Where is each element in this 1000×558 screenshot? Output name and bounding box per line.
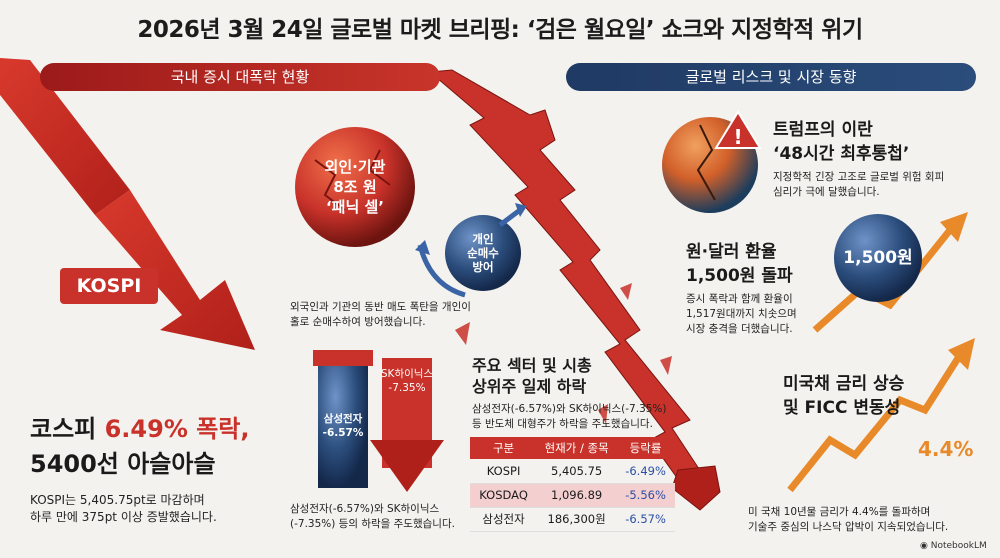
table-cell: -6.57% [616,507,675,532]
headline-line2: 5400선 아슬아슬 [30,450,216,478]
sector-title-line1: 주요 섹터 및 시총 [472,356,592,375]
trump-desc-line2: 심리가 극에 달했습니다. [773,186,880,198]
global-banner: 글로벌 리스크 및 시장 동향 [566,63,976,91]
bond-description: 미 국채 10년물 금리가 4.4%를 돌파하며 기술주 중심의 나스닥 압박이… [748,505,948,535]
samsung-bar [313,350,373,488]
retail-line1: 개인 [472,232,494,246]
domestic-banner: 국내 증시 대폭락 현황 [40,63,440,91]
samsung-label-name: 삼성전자 [323,413,363,425]
bond-title-line1: 미국채 금리 상승 [783,374,905,394]
table-header-row: 구분 현재가 / 종목 등락률 [470,437,675,459]
kospi-badge: KOSPI [60,268,158,304]
table-header-cell: 현재가 / 종목 [537,437,617,459]
hynix-bar [370,358,444,492]
bond-desc-line1: 미 국채 10년물 금리가 4.4%를 돌파하며 [748,506,931,518]
sector-desc-line1: 삼성전자(-6.57%)와 SK하이닉스(-7.35%) [472,403,667,415]
table-row: 삼성전자 186,300원 -6.57% [470,507,675,532]
fx-desc-line1: 증시 폭락과 함께 환율이 [686,293,793,305]
svg-text:!: ! [733,125,742,149]
bars-caption-line2: (-7.35%) 등의 하락을 주도했습니다. [290,518,455,530]
notebook-logo-icon: ◉ [920,541,928,551]
sector-title: 주요 섹터 및 시총 상위주 일제 하락 [472,355,592,397]
shards [455,212,672,424]
page-title: 2026년 3월 24일 글로벌 마켓 브리핑: ‘검은 월요일’ 쇼크와 지정… [137,17,863,43]
retail-caption-line1: 외국인과 기관의 동반 매도 폭탄을 개인이 [290,301,471,313]
table-row: KOSPI 5,405.75 -6.49% [470,459,675,484]
retail-caption-line2: 홀로 순매수하여 방어했습니다. [290,316,426,328]
panic-line2: 8조 원 [333,178,377,196]
retail-defense-sphere [445,215,521,291]
bars-caption: 삼성전자(-6.57%)와 SK하이닉스 (-7.35%) 등의 하락을 주도했… [290,502,455,532]
table-row: KOSDAQ 1,096.89 -5.56% [470,483,675,508]
hynix-bar-label: SK하이닉스 -7.35% [376,367,438,395]
panic-line3: ‘패닉 셀’ [325,198,385,216]
kospi-crash-arrow [0,58,255,350]
bond-title: 미국채 금리 상승 및 FICC 변동성 [783,372,904,420]
samsung-bar-label: 삼성전자 -6.57% [313,412,373,440]
sector-desc-line2: 등 반도체 대형주가 하락을 주도했습니다. [472,418,653,430]
kospi-headline: 코스피 6.49% 폭락, 5400선 아슬아슬 [30,412,250,482]
hynix-label-name: SK하이닉스 [380,368,434,380]
panic-sell-sphere [295,127,415,247]
fx-title-line1: 원·달러 환율 [686,242,777,262]
table-cell: KOSDAQ [470,483,538,508]
trump-title: 트럼프의 이란 ‘48시간 최후통첩’ [773,118,909,166]
sector-title-line2: 상위주 일제 하락 [472,377,587,396]
bond-desc-line2: 기술주 중심의 나스닥 압박이 지속되었습니다. [748,521,949,533]
table-cell: -6.49% [616,459,675,484]
hynix-label-pct: -7.35% [388,382,426,394]
samsung-label-pct: -6.57% [322,427,364,439]
trump-description: 지정학적 긴장 고조로 글로벌 위험 회피 심리가 극에 달했습니다. [773,170,944,200]
watermark: ◉ NotebookLM [920,541,987,551]
headline-highlight: 6.49% 폭락, [104,415,250,443]
fx-description: 증시 폭락과 함께 환율이 1,517원대까지 치솟으며 시장 충격을 더했습니… [686,292,797,337]
kospi-description: KOSPI는 5,405.75pt로 마감하며 하루 만에 375pt 이상 증… [30,492,217,526]
table-header-cell: 구분 [470,437,538,459]
panic-line1: 외인·기관 [324,158,386,176]
bond-up-arrow [787,353,963,493]
trump-title-line1: 트럼프의 이란 [773,120,873,140]
trump-title-line2: ‘48시간 최후통첩’ [773,144,910,164]
index-table: 구분 현재가 / 종목 등락률 KOSPI 5,405.75 -6.49% KO… [470,437,675,532]
bond-title-line2: 및 FICC 변동성 [783,398,901,418]
retail-defense-label: 개인 순매수 방어 [448,232,518,274]
bond-rate-value: 4.4% [918,437,974,461]
fx-title-line2: 1,500원 돌파 [686,266,793,286]
crack-zigzag-arrow [428,69,721,511]
table-cell: 1,096.89 [537,483,617,508]
fx-desc-line2: 1,517원대까지 치솟으며 [686,308,797,320]
table-cell: 삼성전자 [470,507,538,532]
kospi-desc-line1: KOSPI는 5,405.75pt로 마감하며 [30,493,205,507]
headline-prefix: 코스피 [30,415,105,443]
fx-sphere-label: 1,500원 [843,248,913,268]
panic-sell-label: 외인·기관 8조 원 ‘패닉 셀’ [300,157,410,217]
retail-caption: 외국인과 기관의 동반 매도 폭탄을 개인이 홀로 순매수하여 방어했습니다. [290,300,471,330]
kospi-desc-line2: 하루 만에 375pt 이상 증발했습니다. [30,510,217,524]
table-cell: 5,405.75 [537,459,617,484]
fx-desc-line3: 시장 충격을 더했습니다. [686,323,793,335]
warning-triangle-icon [714,110,762,149]
buy-up-arrow [498,208,522,227]
retail-line3: 방어 [472,260,494,274]
table-header-cell: 등락률 [616,437,675,459]
bars-caption-line1: 삼성전자(-6.57%)와 SK하이닉스 [290,503,440,515]
table-cell: -5.56% [616,483,675,508]
fx-title: 원·달러 환율 1,500원 돌파 [686,240,793,288]
watermark-text: NotebookLM [930,541,987,551]
sector-description: 삼성전자(-6.57%)와 SK하이닉스(-7.35%) 등 반도체 대형주가 … [472,402,667,432]
table-cell: 186,300원 [537,507,617,532]
fx-sphere [834,214,922,302]
retail-line2: 순매수 [467,246,499,260]
trump-desc-line1: 지정학적 긴장 고조로 글로벌 위험 회피 [773,171,945,183]
table-cell: KOSPI [470,459,538,484]
